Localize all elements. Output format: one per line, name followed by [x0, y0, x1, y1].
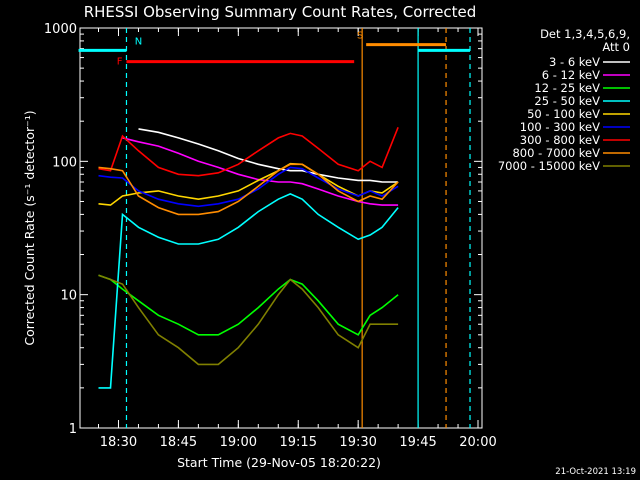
series-line — [98, 193, 399, 389]
plot-frame — [79, 27, 483, 429]
x-tick-label: 19:00 — [220, 435, 257, 450]
x-tick-label: 18:30 — [100, 435, 137, 450]
series-line — [122, 137, 399, 206]
legend-label: 50 - 100 keV — [527, 107, 600, 121]
y-tick-label: 100 — [52, 155, 77, 170]
series-line — [98, 274, 399, 336]
y-axis-label: Corrected Count Rate (s⁻¹ detector⁻¹) — [22, 110, 37, 345]
series-line — [98, 163, 399, 216]
legend-title-line-2: Att 0 — [602, 40, 630, 54]
flag-label: S — [357, 31, 363, 42]
series-line — [98, 127, 399, 177]
x-tick-label: 19:45 — [399, 435, 436, 450]
legend-label: 3 - 6 keV — [549, 55, 600, 69]
flag-label: N — [135, 36, 142, 47]
legend-label: 12 - 25 keV — [534, 81, 600, 95]
legend-label: 300 - 800 keV — [520, 133, 600, 147]
x-tick-label: 18:45 — [160, 435, 197, 450]
legend-label: 100 - 300 keV — [520, 120, 600, 134]
x-tick-label: 19:15 — [280, 435, 317, 450]
chart-title: RHESSI Observing Summary Count Rates, Co… — [84, 3, 477, 21]
legend-label: 7000 - 15000 keV — [498, 159, 600, 173]
x-tick-label: 20:00 — [459, 435, 496, 450]
series-line — [98, 166, 399, 208]
legend-title-line-1: Det 1,3,4,5,6,9, — [540, 27, 630, 41]
series-line — [138, 128, 399, 183]
y-tick-label: 1 — [69, 422, 77, 437]
legend-label: 6 - 12 keV — [542, 68, 600, 82]
x-tick-label: 19:30 — [339, 435, 376, 450]
y-tick-label: 10 — [60, 289, 77, 304]
y-tick-label: 1000 — [44, 22, 77, 37]
legend-label: 800 - 7000 keV — [512, 146, 600, 160]
flag-label: F — [117, 57, 123, 68]
x-axis-label: Start Time (29-Nov-05 18:20:22) — [177, 455, 381, 470]
series-line — [98, 274, 399, 366]
footer-date: 21-Oct-2021 13:19 — [555, 467, 636, 477]
legend-label: 25 - 50 keV — [534, 94, 600, 108]
